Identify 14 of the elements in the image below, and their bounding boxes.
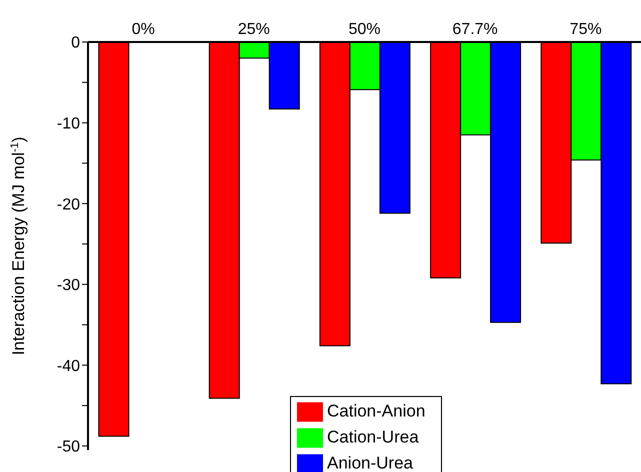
y-tick-label: -20 [56, 196, 80, 214]
legend-label: Cation-Anion [327, 401, 426, 420]
y-tick-label: -30 [56, 277, 80, 294]
x-tick-label: 0% [132, 21, 155, 38]
y-tick-label: -50 [56, 438, 80, 456]
legend-label: Cation-Urea [327, 427, 419, 446]
y-tick-label: -10 [56, 115, 80, 132]
x-tick-label: 75% [570, 21, 602, 38]
legend-label: Anion-Urea [327, 453, 413, 472]
x-tick-label: 67.7% [452, 21, 498, 38]
y-tick-label: -40 [56, 358, 80, 375]
x-tick-label: 50% [348, 21, 381, 38]
x-tick-label: 25% [238, 21, 270, 38]
y-tick-label: 0 [71, 34, 80, 52]
